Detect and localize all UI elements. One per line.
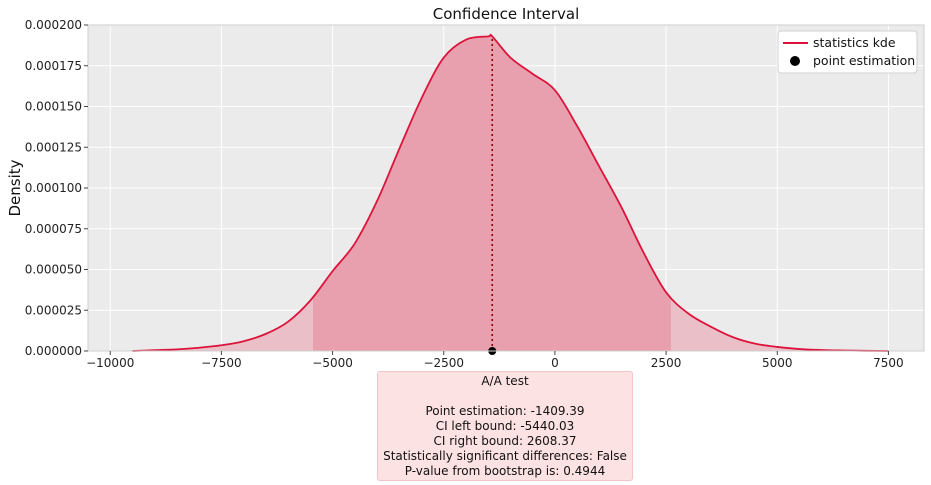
x-tick-label: 0 (551, 356, 559, 370)
y-tick-label: 0.000025 (25, 303, 82, 317)
summary-title: A/A test (481, 374, 529, 388)
summary-box: A/A test Point estimation: -1409.39 CI l… (377, 371, 633, 481)
ci-area (313, 34, 671, 352)
y-tick-label: 0.000000 (25, 344, 82, 358)
legend-point-swatch (790, 56, 800, 66)
y-tick-label: 0.000100 (25, 181, 82, 195)
legend-box (777, 30, 918, 74)
chart-title: Confidence Interval (433, 5, 580, 23)
x-tick-label: 2500 (651, 356, 682, 370)
summary-spacer (378, 389, 632, 404)
kde-line (132, 33, 889, 352)
y-axis-label: Density (6, 159, 24, 216)
x-tick-label: 5000 (762, 356, 793, 370)
y-tick-label: 0.000125 (25, 140, 82, 154)
x-tick-label: −10000 (86, 356, 134, 370)
summary-line: Statistically significant differences: F… (383, 449, 627, 463)
y-tick-label: 0.000175 (25, 59, 82, 73)
x-tick-label: −2500 (423, 356, 464, 370)
y-tick-label: 0.000150 (25, 100, 82, 114)
x-tick-label: −7500 (201, 356, 242, 370)
y-tick-label: 0.000050 (25, 263, 82, 277)
legend-label-kde: statistics kde (813, 35, 896, 50)
y-tick-label: 0.000075 (25, 222, 82, 236)
summary-line: P-value from bootstrap is: 0.4944 (404, 464, 606, 478)
x-tick-label: −5000 (312, 356, 353, 370)
legend: statistics kde point estimation (777, 30, 918, 74)
x-tick-label: 7500 (873, 356, 904, 370)
x-ticks: −10000 −7500 −5000 −2500 0 2500 5000 7500 (86, 351, 904, 370)
y-ticks: 0.000000 0.000025 0.000050 0.000075 0.000100… (25, 18, 88, 358)
summary-line: CI left bound: -5440.03 (435, 419, 575, 433)
y-tick-label: 0.000200 (25, 18, 82, 32)
legend-label-point: point estimation (813, 53, 915, 68)
summary-line: Point estimation: -1409.39 (425, 404, 585, 418)
summary-line: CI right bound: 2608.37 (433, 434, 577, 448)
